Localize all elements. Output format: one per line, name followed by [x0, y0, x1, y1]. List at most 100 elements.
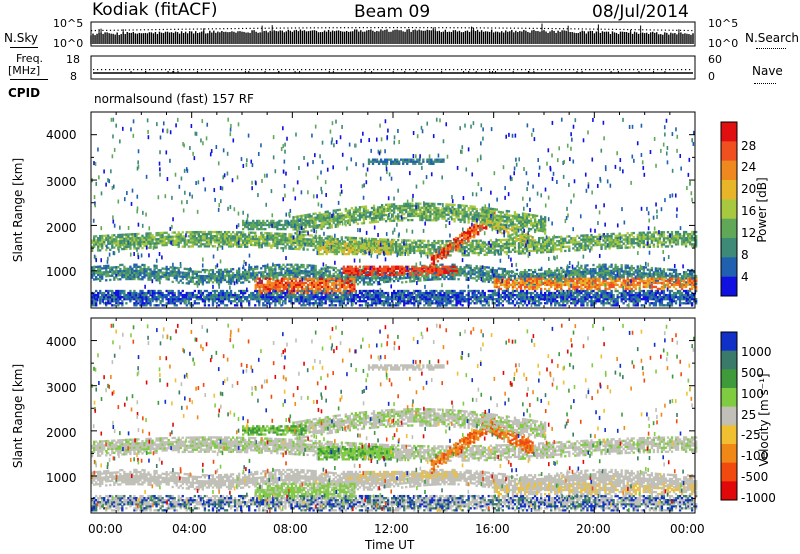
power-cell: [195, 243, 199, 246]
power-cell: [350, 291, 354, 295]
power-cell: [521, 275, 525, 278]
power-cell: [604, 239, 607, 242]
power-cell: [370, 237, 374, 241]
power-cell: [374, 293, 378, 297]
power-cell: [499, 251, 503, 254]
power-cell: [227, 274, 231, 277]
power-cell: [284, 273, 287, 277]
power-cell: [463, 248, 466, 251]
nsearch-dot: [506, 27, 508, 29]
power-cell: [221, 276, 225, 280]
power-cell: [360, 237, 364, 240]
power-cell: [239, 237, 243, 240]
power-cell: [642, 268, 645, 271]
power-cell: [262, 293, 265, 297]
power-cell: [600, 243, 603, 246]
power-cell: [624, 272, 627, 275]
power-cell: [111, 268, 114, 271]
power-cell: [135, 241, 138, 244]
power-cell: [133, 291, 136, 295]
power-cell: [270, 293, 273, 297]
power-cell: [107, 295, 110, 299]
power-cell: [550, 248, 553, 251]
power-cell: [658, 273, 662, 277]
power-cell: [453, 271, 456, 275]
power-cell: [246, 300, 249, 303]
power-cell: [491, 241, 494, 244]
power-cell: [215, 293, 219, 297]
power-cell: [469, 272, 472, 276]
power-cell: [519, 244, 523, 247]
power-cell: [654, 267, 658, 270]
power-cell: [105, 272, 108, 276]
nave-dot: [489, 69, 491, 71]
power-cell: [662, 239, 666, 242]
power-cell: [640, 278, 643, 281]
power-cell: [278, 293, 281, 297]
power-cell: [469, 241, 472, 245]
power-cell: [302, 240, 305, 243]
power-cell: [614, 265, 617, 269]
power-cell: [227, 235, 231, 238]
nsearch-dot: [370, 27, 372, 29]
power-cell: [527, 241, 531, 244]
power-cell: [169, 272, 172, 275]
nave-dot: [573, 69, 575, 71]
nsearch-dot: [596, 28, 599, 30]
power-cell: [117, 300, 120, 303]
velocity-ytick: 2000: [46, 426, 77, 440]
power-cell: [195, 232, 199, 236]
power-cell: [574, 267, 577, 270]
power-cell: [662, 241, 666, 244]
power-cell: [171, 270, 174, 273]
power-cell: [330, 304, 333, 307]
power-cell: [113, 295, 116, 299]
power-cell: [111, 274, 114, 277]
nsearch-dot: [287, 27, 289, 29]
nsearch-dot: [124, 29, 127, 31]
power-cell: [503, 246, 507, 250]
power-cell: [306, 248, 309, 251]
power-cell: [215, 239, 219, 242]
power-cell: [519, 252, 523, 255]
power-cell: [290, 293, 293, 297]
power-cell: [427, 278, 430, 281]
nsearch-dot: [562, 28, 565, 30]
power-cell: [127, 291, 130, 295]
power-cell: [115, 242, 118, 245]
power-cell: [161, 231, 164, 235]
power-cell: [117, 291, 120, 295]
power-cell: [560, 279, 563, 282]
power-cell: [397, 277, 400, 280]
power-cell: [560, 247, 563, 251]
power-cell: [638, 267, 641, 271]
power-cell: [666, 230, 670, 234]
power-cell: [415, 275, 418, 278]
nsearch-dot: [676, 29, 678, 31]
power-cell: [167, 233, 170, 236]
power-cell: [632, 273, 635, 276]
power-cell: [191, 278, 194, 281]
power-cell: [284, 236, 287, 240]
power-cell: [606, 233, 609, 236]
nave-dot: [125, 69, 127, 71]
power-cell: [153, 293, 156, 297]
power-cell: [479, 243, 482, 246]
power-cell: [93, 291, 96, 295]
power-cell: [413, 271, 416, 275]
power-cell: [435, 271, 438, 275]
power-cell: [270, 272, 273, 275]
nsearch-dot: [547, 27, 549, 30]
power-cell: [306, 244, 309, 247]
power-cell: [175, 239, 178, 242]
power-cell: [254, 277, 257, 281]
power-cell: [304, 276, 307, 279]
power-cell: [330, 266, 333, 269]
power-cell: [246, 239, 249, 242]
power-cell: [300, 235, 303, 239]
power-cell: [229, 300, 233, 303]
power-cell: [672, 280, 676, 284]
power-cell: [211, 230, 215, 234]
power-cell: [105, 266, 108, 270]
power-cell: [264, 244, 267, 247]
